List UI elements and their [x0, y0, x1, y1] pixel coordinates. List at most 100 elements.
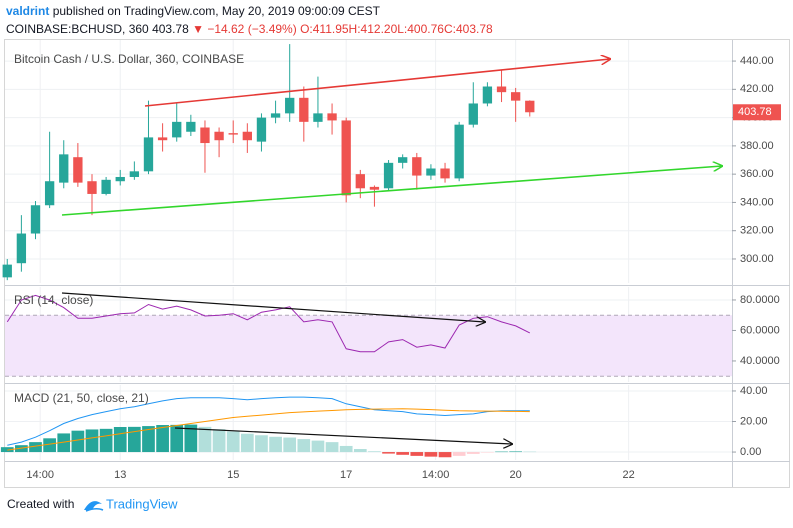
candle-body — [412, 157, 422, 176]
candle-body — [341, 120, 351, 196]
x-tick-label: 22 — [623, 469, 635, 481]
y-tick-label: 440.00 — [740, 55, 774, 67]
candle-body — [200, 127, 210, 144]
candle-body — [143, 137, 154, 172]
y-tick-label: 360.00 — [740, 168, 774, 180]
signal-line — [7, 408, 530, 451]
candle-body — [59, 154, 69, 183]
histogram-bar — [156, 425, 169, 453]
histogram-bar — [212, 429, 226, 453]
candle-body — [270, 113, 281, 118]
histogram-bar — [255, 435, 268, 453]
histogram-bar — [410, 452, 424, 456]
candle-body — [101, 179, 111, 194]
candle-body — [73, 157, 83, 183]
histogram-bar — [15, 445, 28, 453]
candle-body — [369, 186, 380, 190]
panel-title: Bitcoin Cash / U.S. Dollar, 360, COINBAS… — [14, 52, 244, 66]
macd-line — [7, 396, 530, 446]
candle-body — [327, 113, 337, 121]
histogram-bar — [29, 442, 42, 453]
last-price-label: 403.78 — [738, 106, 772, 118]
candle-body — [426, 168, 436, 176]
candle-body — [313, 113, 323, 122]
y-tick-label: 60.0000 — [740, 324, 780, 336]
candle-body — [242, 131, 252, 141]
y-tick-label: 40.00 — [740, 385, 768, 397]
candle-body — [510, 92, 521, 101]
histogram-bar — [128, 426, 141, 453]
candle-body — [482, 86, 493, 104]
author: valdrint — [6, 4, 49, 18]
candle-body — [87, 181, 97, 194]
candle-body — [115, 176, 125, 182]
x-tick-label: 20 — [510, 469, 522, 481]
candle-body — [440, 168, 450, 179]
candle-body — [256, 117, 267, 142]
x-tick-label: 13 — [114, 469, 126, 481]
footer-brand: TradingView — [106, 496, 178, 511]
histogram-bar — [509, 451, 523, 453]
histogram-bar — [481, 452, 494, 453]
x-tick-label: 15 — [227, 469, 239, 481]
close: C:403.78 — [444, 22, 493, 36]
panel-title: RSI (14, close) — [14, 293, 93, 307]
trend-line — [144, 59, 610, 107]
rsi-line — [6, 294, 531, 353]
candle-body — [383, 162, 394, 189]
candle-body — [398, 157, 408, 163]
published: published on TradingView.com, May 20, 20… — [53, 4, 381, 18]
histogram-bar — [382, 452, 395, 454]
candle-body — [214, 131, 224, 141]
candle-body — [157, 137, 168, 141]
logo — [84, 501, 104, 512]
histogram-bar — [424, 452, 438, 457]
y-tick-label: 20.00 — [740, 415, 768, 427]
rsi-band — [5, 315, 732, 377]
candle-body — [355, 174, 365, 189]
candle-body — [129, 171, 140, 177]
histogram-bar — [85, 429, 99, 453]
histogram-bar — [142, 426, 155, 453]
candle-body — [454, 124, 464, 179]
histogram-bar — [198, 426, 212, 453]
histogram-bar — [466, 452, 480, 454]
histogram-bar — [226, 431, 240, 453]
histogram-bar — [396, 452, 410, 455]
histogram-bar — [269, 436, 282, 453]
divergence-line — [174, 427, 512, 444]
change: ▼ −14.62 (−3.49%) — [192, 22, 297, 36]
high: H:412.20 — [349, 22, 398, 36]
histogram-bar — [495, 451, 508, 453]
histogram-bar — [311, 440, 325, 453]
divergence-line — [61, 292, 485, 322]
histogram-bar — [43, 438, 56, 453]
y-tick-label: 0.00 — [740, 446, 761, 458]
candle-body — [44, 181, 55, 206]
open: O:411.95 — [300, 22, 349, 36]
histogram-bar — [297, 439, 311, 453]
symbol: COINBASE:BCHUSD, 360 — [6, 22, 149, 36]
y-tick-label: 320.00 — [740, 225, 774, 237]
low: L:400.76 — [397, 22, 444, 36]
candle-body — [525, 100, 535, 113]
histogram-bar — [240, 433, 254, 453]
histogram-bar — [57, 433, 71, 453]
candle-body — [172, 121, 182, 138]
drawings — [61, 59, 722, 444]
y-tick-label: 340.00 — [740, 196, 774, 208]
histogram-bar — [353, 449, 367, 453]
candle-body — [2, 264, 12, 278]
histogram-bar — [438, 452, 452, 458]
panel-title: MACD (21, 50, close, 21) — [14, 391, 149, 405]
histogram-bar — [184, 424, 198, 453]
plot: 14:00 13 15 17 14:00 20 22 300.00 320.00 340.00 36… — [0, 40, 790, 487]
histogram-bar — [170, 424, 184, 453]
chart-frame — [4, 39, 790, 488]
candle-body — [30, 205, 41, 234]
x-tick-label: 14:00 — [26, 469, 54, 481]
histogram-bar — [99, 428, 113, 453]
y-tick-label: 80.0000 — [740, 294, 780, 306]
